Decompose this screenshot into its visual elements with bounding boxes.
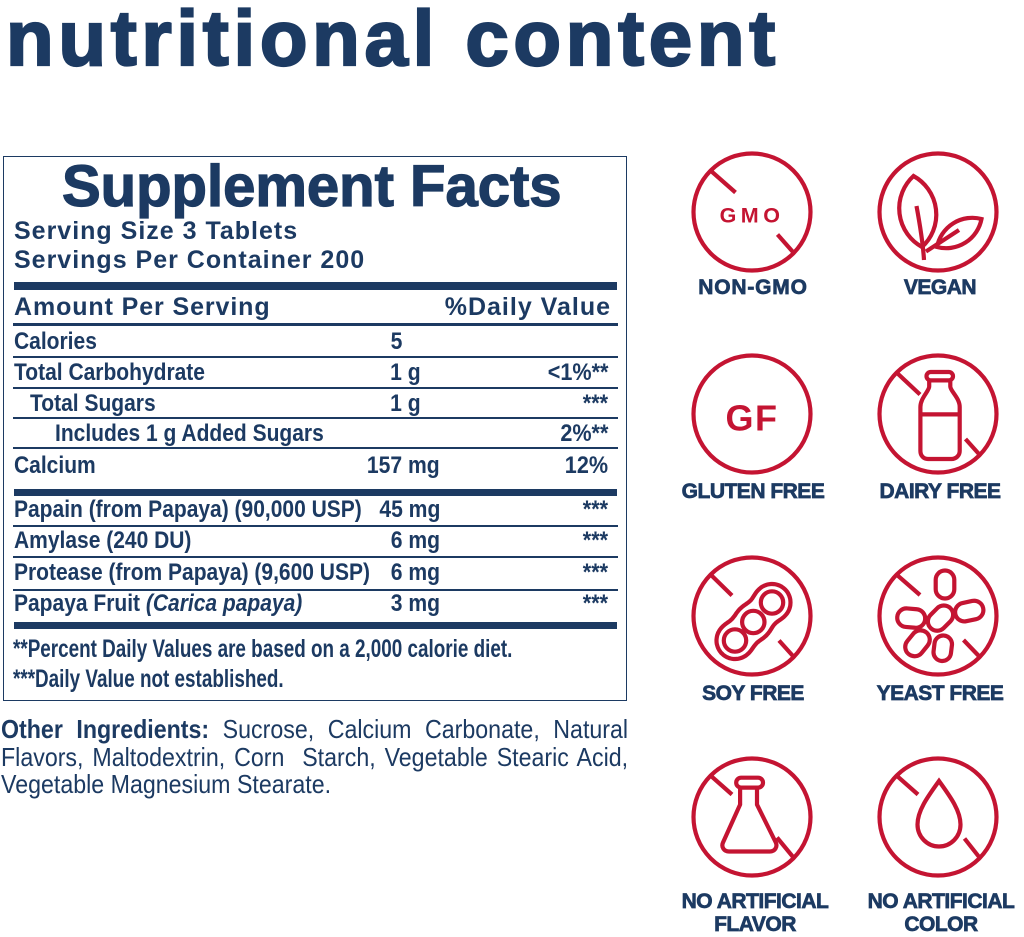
svg-text:GMO: GMO bbox=[720, 204, 785, 228]
svg-text:GF: GF bbox=[726, 398, 779, 439]
